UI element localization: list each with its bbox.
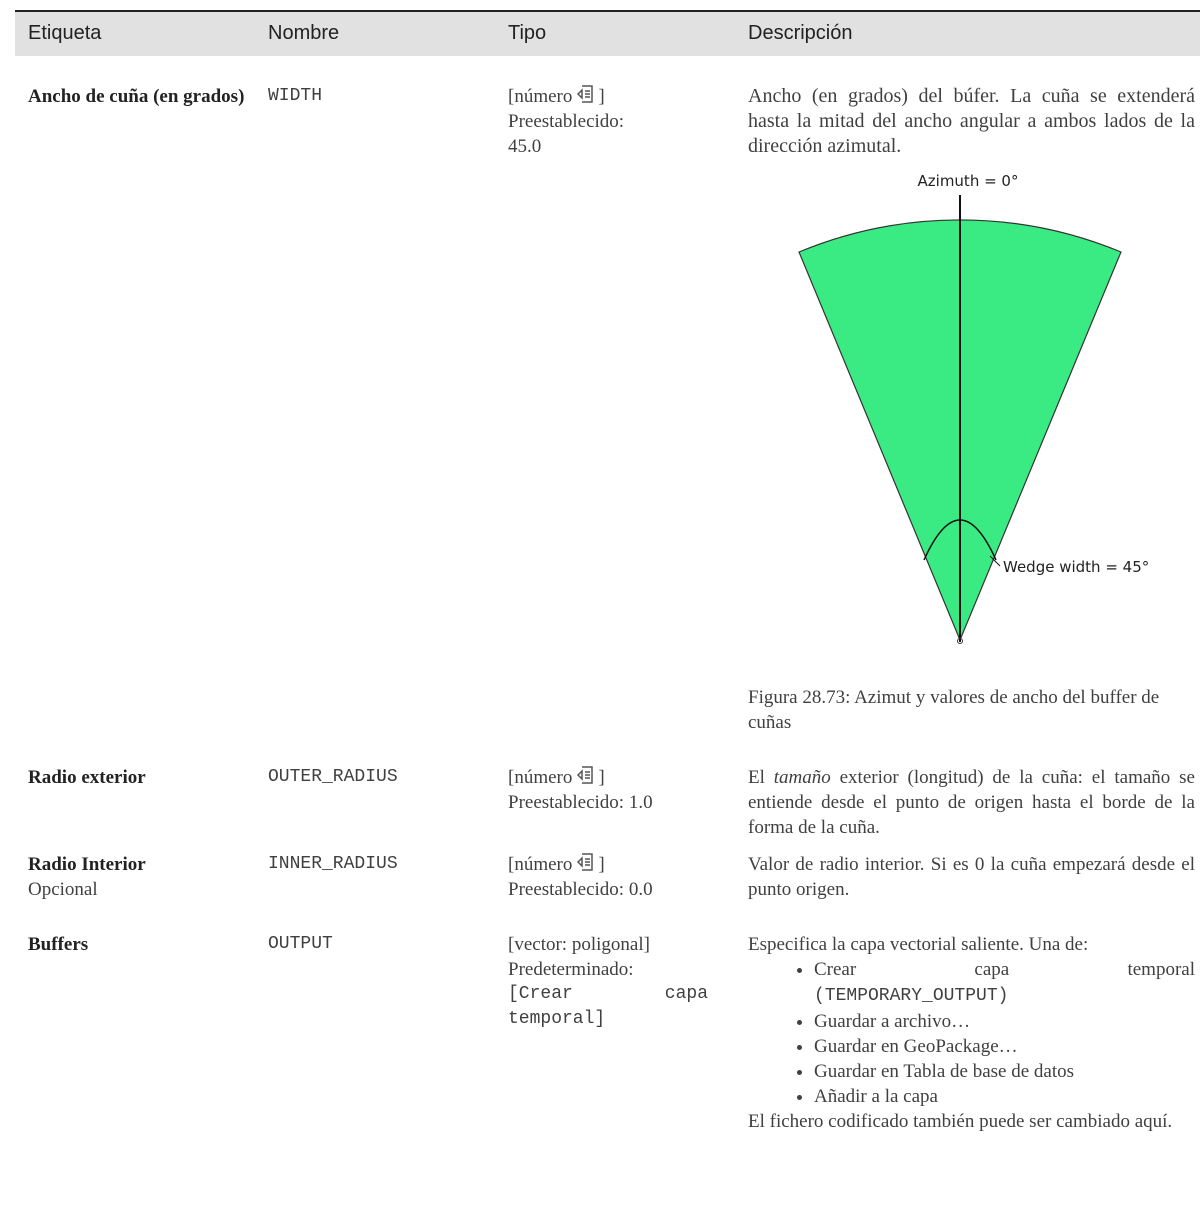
azimuth-label: Azimuth = 0° xyxy=(918,172,1019,190)
option-text: Crear capa temporal xyxy=(814,959,1195,980)
name: OUTPUT xyxy=(268,934,333,954)
type-line: Preestablecido: 0.0 xyxy=(508,879,653,900)
type-line: Predeterminado: xyxy=(508,959,634,980)
note: El fichero codificado también puede ser … xyxy=(748,1111,1173,1132)
table-row: Ancho de cuña (en grados) WIDTH [número]… xyxy=(15,84,1200,750)
type-line: Preestablecido: 1.0 xyxy=(508,792,653,813)
header-cell: Descripción xyxy=(748,22,853,44)
wedge-figure: Azimuth = 0° Wedge width = 45° xyxy=(798,172,1149,644)
type-cell: [número] Preestablecido: 0.0 xyxy=(508,852,713,902)
label-cell: Radio exterior xyxy=(28,765,248,790)
table-row: Radio exterior OUTER_RADIUS [número] Pree… xyxy=(15,765,1200,845)
type-close: ] xyxy=(598,767,605,788)
type-cell: [número] Preestablecido: 45.0 xyxy=(508,84,713,159)
type: [número xyxy=(508,767,573,788)
label: Buffers xyxy=(28,934,89,955)
table-row: Buffers OUTPUT [vector: poligonal] Predet… xyxy=(15,932,1200,1229)
type-cell: [vector: poligonal] Predeterminado: [Crear… xyxy=(508,932,713,1032)
option: Guardar a archivo… xyxy=(814,1009,1195,1034)
emphasis: tamaño xyxy=(773,767,831,788)
option: Añadir a la capa xyxy=(814,1084,1195,1109)
type: [número xyxy=(508,854,573,875)
name: OUTER_RADIUS xyxy=(268,767,398,787)
description: Valor de radio interior. Si es 0 la cuña… xyxy=(748,854,1195,900)
description: Ancho (en grados) del búfer. La cuña se … xyxy=(748,85,1195,157)
label-cell: Buffers xyxy=(28,932,248,957)
type: [número xyxy=(508,86,573,107)
option-list: Crear capa temporal (TEMPORARY_OUTPUT) G… xyxy=(748,957,1195,1109)
option: Guardar en GeoPackage… xyxy=(814,1034,1195,1059)
option-code: (TEMPORARY_OUTPUT) xyxy=(814,986,1009,1006)
type-close: ] xyxy=(598,86,605,107)
list-icon xyxy=(577,766,594,784)
header-cell: Tipo xyxy=(508,22,547,44)
type-line: 45.0 xyxy=(508,136,542,157)
text: El xyxy=(748,767,774,788)
description: El tamaño exterior (longitud) de la cuña… xyxy=(748,765,1195,840)
list-icon xyxy=(577,85,594,103)
header-cell: Etiqueta xyxy=(28,22,102,44)
label: Radio exterior xyxy=(28,767,146,788)
text: exterior (longitud) de la cuña: el tamañ… xyxy=(748,767,1195,838)
type-line: Preestablecido: xyxy=(508,111,625,132)
name: WIDTH xyxy=(268,86,323,106)
option: Crear capa temporal (TEMPORARY_OUTPUT) xyxy=(814,957,1195,1009)
width-label: Wedge width = 45° xyxy=(1003,558,1149,576)
figure-caption: Figura 28.73: Azimut y valores de ancho … xyxy=(748,687,1160,733)
origin xyxy=(957,638,963,644)
type-close: ] xyxy=(598,854,605,875)
type-code: [Crear capa temporal] xyxy=(508,984,708,1029)
description-cell: Ancho (en grados) del búfer. La cuña se … xyxy=(748,84,1195,733)
label-cell: Ancho de cuña (en grados) xyxy=(28,84,248,109)
header-cell: Nombre xyxy=(268,22,340,44)
table-row: Radio Interior Opcional INNER_RADIUS [núm… xyxy=(15,852,1200,932)
type-cell: [número] Preestablecido: 1.0 xyxy=(508,765,713,815)
option: Guardar en Tabla de base de datos xyxy=(814,1059,1195,1084)
type: [vector: poligonal] xyxy=(508,934,650,955)
leader-line xyxy=(989,555,1001,567)
sublabel: Opcional xyxy=(28,879,98,900)
description-cell: Especifica la capa vectorial saliente. U… xyxy=(748,932,1195,1134)
table-header: Etiqueta Nombre Tipo Descripción xyxy=(15,10,1200,56)
label: Ancho de cuña (en grados) xyxy=(28,86,245,107)
angle-arc xyxy=(923,519,997,561)
list-icon xyxy=(577,853,594,871)
label: Radio Interior xyxy=(28,854,146,875)
description: Especifica la capa vectorial saliente. U… xyxy=(748,934,1089,955)
label-cell: Radio Interior Opcional xyxy=(28,852,248,902)
name: INNER_RADIUS xyxy=(268,854,398,874)
